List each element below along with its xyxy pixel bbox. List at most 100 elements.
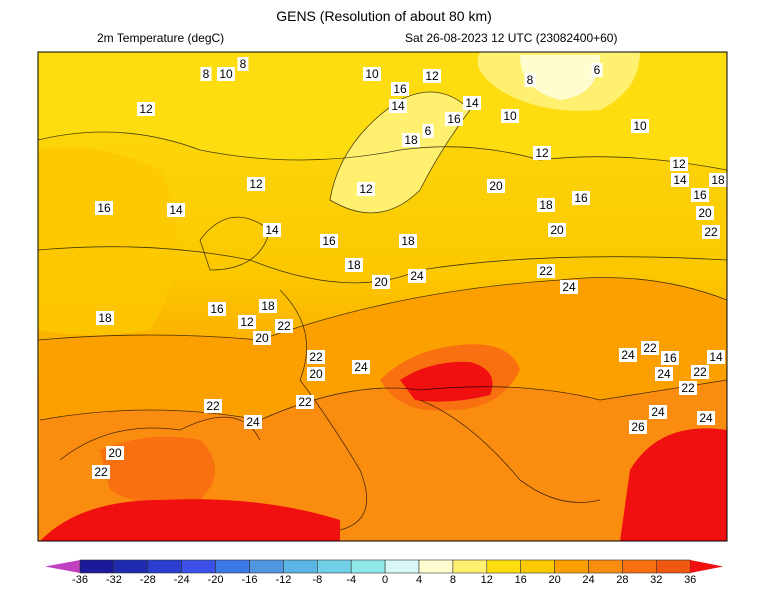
contour-label-text: 22: [681, 381, 695, 395]
contour-label-text: 20: [489, 179, 503, 193]
contour-label: 12: [137, 102, 155, 116]
contour-label-text: 14: [265, 223, 279, 237]
colorbar-swatch: [283, 559, 318, 574]
colorbar-tick-label: -16: [241, 574, 258, 586]
colorbar: [45, 559, 724, 574]
contour-label-text: 18: [539, 198, 553, 212]
contour-label: 10: [501, 109, 519, 123]
contour-label-text: 16: [393, 82, 407, 96]
contour-label-text: 24: [354, 360, 368, 374]
contour-label-text: 12: [240, 315, 254, 329]
colorbar-tick-label: 20: [548, 574, 561, 586]
contour-label-text: 22: [309, 350, 323, 364]
contour-label: 16: [95, 201, 113, 215]
contour-label-text: 14: [169, 203, 183, 217]
contour-label-text: 24: [246, 415, 260, 429]
contour-label: 12: [670, 157, 688, 171]
contour-label-text: 12: [139, 102, 153, 116]
contour-label: 14: [463, 96, 481, 110]
variable-label: 2m Temperature (degC): [97, 31, 225, 45]
contour-label-text: 8: [240, 57, 247, 71]
contour-label: 16: [391, 82, 409, 96]
contour-label: 12: [238, 315, 256, 329]
contour-label: 22: [92, 465, 110, 479]
contour-label-text: 16: [693, 188, 707, 202]
contour-label: 12: [533, 146, 551, 160]
contour-label: 24: [560, 280, 578, 294]
contour-label-text: 18: [404, 133, 418, 147]
colorbar-tick-label: 24: [582, 574, 595, 586]
contour-label: 18: [96, 311, 114, 325]
contour-label-text: 16: [322, 234, 336, 248]
contour-label: 20: [372, 275, 390, 289]
contour-label-text: 24: [651, 405, 665, 419]
balkan-hottest: [400, 361, 493, 402]
contour-label-text: 16: [663, 351, 677, 365]
contour-label-text: 10: [503, 109, 517, 123]
contour-label: 24: [697, 411, 715, 425]
contour-label: 22: [275, 319, 293, 333]
colorbar-tick-label: -4: [346, 574, 357, 586]
contour-label-text: 12: [249, 177, 263, 191]
contour-label: 14: [707, 350, 725, 364]
colorbar-swatch: [418, 559, 454, 574]
contour-label: 14: [167, 203, 185, 217]
contour-label-text: 18: [401, 234, 415, 248]
contour-label-text: 16: [97, 201, 111, 215]
contour-label: 6: [591, 63, 603, 77]
colorbar-tick-label: 16: [514, 574, 527, 586]
contour-label-text: 8: [203, 67, 210, 81]
contour-label: 12: [357, 182, 375, 196]
contour-label-text: 22: [277, 319, 291, 333]
colorbar-swatch: [113, 559, 149, 574]
contour-label: 18: [709, 173, 727, 187]
contour-label: 16: [445, 112, 463, 126]
iberia-hot: [100, 436, 215, 504]
contour-label-text: 18: [711, 173, 725, 187]
contour-label: 16: [208, 302, 226, 316]
colorbar-swatch: [147, 559, 183, 574]
colorbar-tick-label: -20: [207, 574, 224, 586]
middle-east-hot: [620, 428, 727, 541]
contour-label-text: 16: [574, 191, 588, 205]
colorbar-tick-label: -36: [72, 574, 88, 586]
contour-label-text: 16: [210, 302, 224, 316]
contour-label: 24: [408, 269, 426, 283]
contour-label-text: 16: [447, 112, 461, 126]
colorbar-swatch: [350, 559, 386, 574]
colorbar-tick-label: -8: [312, 574, 323, 586]
contour-label: 22: [641, 341, 659, 355]
contour-label-text: 24: [621, 348, 635, 362]
contour-label: 22: [702, 225, 720, 239]
contour-label: 22: [679, 381, 697, 395]
contour-label-text: 10: [219, 67, 233, 81]
contour-label: 22: [307, 350, 325, 364]
contour-label-text: 20: [550, 223, 564, 237]
temperature-field: 8 10 8 10 12 8 6 16 14 14 16 10 12 10 18 6 12 12 14 16 18 12 1…: [38, 52, 727, 541]
contour-labels: 8 10 8 10 12 8 6 16 14 14 16 10 12 10 18 6 12 12 14 16 18 12 1…: [92, 57, 727, 479]
contour-label: 18: [402, 133, 420, 147]
colorbar-tick-label: 12: [480, 574, 493, 586]
contour-label-text: 14: [709, 350, 723, 364]
contour-label: 24: [244, 415, 262, 429]
contour-label-text: 10: [633, 119, 647, 133]
contour-label: 18: [399, 234, 417, 248]
contour-label-text: 14: [465, 96, 479, 110]
map-title: GENS (Resolution of about 80 km): [276, 8, 492, 24]
contour-label: 22: [204, 399, 222, 413]
contour-label: 12: [423, 69, 441, 83]
map-frame: [37, 51, 728, 542]
contour-label: 6: [422, 124, 434, 138]
contour-label: 24: [352, 360, 370, 374]
contour-label: 8: [200, 67, 212, 81]
contour-label-text: 24: [657, 367, 671, 381]
colorbar-tick-label: 4: [415, 574, 423, 586]
colorbar-tick-label: 28: [616, 574, 629, 586]
contour-label: 14: [263, 223, 281, 237]
contour-label: 20: [487, 179, 505, 193]
contour-label: 20: [548, 223, 566, 237]
colorbar-tick-label: 32: [650, 574, 663, 586]
contour-label-text: 18: [347, 258, 361, 272]
